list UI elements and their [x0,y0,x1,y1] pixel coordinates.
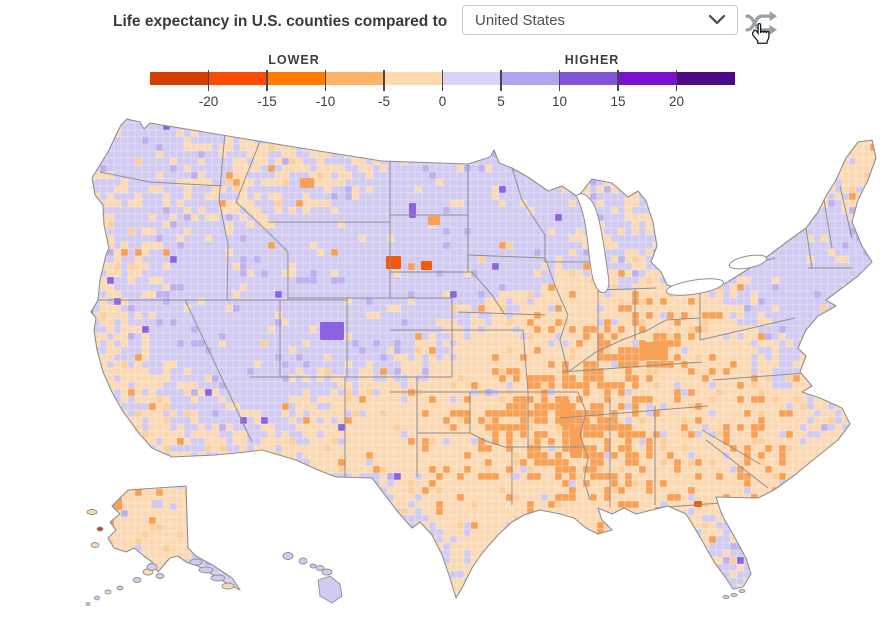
legend-tick [675,70,678,91]
legend-segment-0 [150,72,209,85]
legend-tick [383,70,385,91]
island [210,574,226,582]
legend-tick [207,70,210,91]
island [321,568,333,576]
map-highlight [560,400,570,426]
alaska-counties [108,486,240,590]
island [90,542,100,548]
map-highlight [300,178,314,188]
legend-segment-1 [208,72,267,85]
compare-dropdown[interactable]: United States [462,5,738,35]
legend-tick [500,70,502,91]
map-highlight [694,501,702,507]
legend-segment-8 [618,72,677,85]
legend-tick [441,70,444,91]
map-highlight [570,428,582,458]
map-highlight [640,342,668,360]
island [146,563,158,571]
legend-segment-9 [676,72,735,85]
legend-tick-label: 10 [551,94,568,109]
chevron-down-icon [709,15,725,25]
legend-segment-7 [559,72,618,85]
legend-tick [324,70,327,91]
island [315,565,325,571]
island [86,509,98,515]
legend-higher-label: HIGHER [564,53,620,67]
lake-erie [665,278,725,296]
island [298,557,308,565]
map-highlight [152,500,163,508]
hawaii-and-islands [85,509,746,606]
lower48-outline [90,118,877,599]
legend-tick [266,70,268,91]
legend-segment-6 [501,72,560,85]
map-highlight [409,203,416,218]
lake-michigan [575,193,610,294]
map-highlight [320,322,344,340]
map-highlight [386,256,401,269]
legend-segment-2 [267,72,326,85]
island [221,582,235,590]
legend-tick-label: 20 [668,94,685,109]
island [738,589,746,593]
legend-tick-label: 15 [610,94,626,109]
map-highlight [421,261,432,270]
legend-segment-3 [325,72,384,85]
legend-tick-label: 0 [438,94,447,109]
island [104,589,112,595]
legend-lower-label: LOWER [268,53,320,67]
alaska-outline [107,485,241,591]
island [309,563,317,569]
legend-tick [617,70,619,91]
lower48-counties [91,119,876,598]
legend-segment-4 [384,72,443,85]
map-highlight [428,216,440,225]
island [282,552,294,560]
legend-colorbar [150,72,735,85]
island [189,558,203,566]
state-borders [95,132,853,509]
legend-tick-label: -15 [257,94,277,109]
island [155,573,165,579]
island [722,595,730,599]
dropdown-selected-value: United States [475,11,566,29]
legend-tick [558,70,561,91]
island [730,593,738,597]
island [85,602,91,606]
lake-ontario [728,254,768,270]
legend-segment-5 [442,72,501,85]
island [94,595,100,601]
legend-tick-label: -5 [377,94,390,109]
island [96,526,104,532]
page-title: Life expectancy in U.S. counties compare… [113,13,448,30]
island [198,566,214,574]
island [132,577,142,583]
island [317,575,343,604]
legend-tick-label: 5 [497,94,505,109]
legend-tick-label: -10 [315,94,336,109]
island [116,585,124,591]
great-lakes [575,193,768,296]
legend-tick-label: -20 [198,94,219,109]
